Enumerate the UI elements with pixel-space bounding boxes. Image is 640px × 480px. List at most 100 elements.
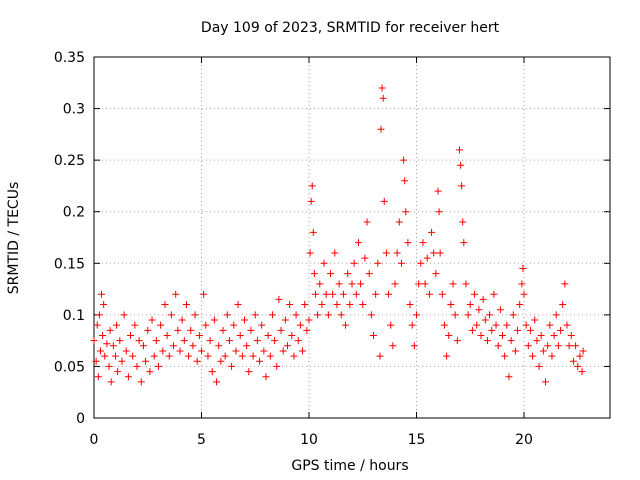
data-point bbox=[510, 311, 517, 318]
data-point bbox=[307, 249, 314, 256]
data-point bbox=[392, 280, 399, 287]
data-point bbox=[297, 322, 304, 329]
data-point bbox=[327, 270, 334, 277]
data-point bbox=[469, 327, 476, 334]
y-tick-label: 0.15 bbox=[54, 256, 85, 272]
data-point bbox=[457, 162, 464, 169]
data-point bbox=[121, 311, 128, 318]
data-point bbox=[310, 229, 317, 236]
data-point bbox=[381, 198, 388, 205]
data-point bbox=[237, 332, 244, 339]
data-point bbox=[114, 368, 121, 375]
data-point bbox=[265, 332, 272, 339]
data-point bbox=[301, 301, 308, 308]
data-point bbox=[263, 373, 270, 380]
data-point bbox=[364, 219, 371, 226]
data-point bbox=[542, 378, 549, 385]
x-tick-label: 15 bbox=[408, 432, 426, 448]
data-point bbox=[101, 353, 108, 360]
data-point bbox=[439, 291, 446, 298]
data-point bbox=[443, 353, 450, 360]
data-point bbox=[247, 327, 254, 334]
data-point bbox=[445, 332, 452, 339]
y-tick-label: 0.25 bbox=[54, 153, 85, 169]
data-point bbox=[548, 353, 555, 360]
data-point bbox=[140, 342, 147, 349]
data-point bbox=[125, 373, 132, 380]
data-point bbox=[342, 322, 349, 329]
data-point bbox=[194, 358, 201, 365]
data-point bbox=[127, 332, 134, 339]
data-point bbox=[533, 337, 540, 344]
data-point bbox=[316, 280, 323, 287]
data-point bbox=[209, 368, 216, 375]
data-point bbox=[561, 280, 568, 287]
data-point bbox=[557, 327, 564, 334]
data-point bbox=[394, 249, 401, 256]
data-point bbox=[473, 322, 480, 329]
data-point bbox=[396, 219, 403, 226]
data-point bbox=[387, 322, 394, 329]
data-point bbox=[366, 270, 373, 277]
data-point bbox=[181, 337, 188, 344]
data-point bbox=[555, 342, 562, 349]
data-point bbox=[204, 353, 211, 360]
data-point bbox=[273, 363, 280, 370]
data-point bbox=[303, 327, 310, 334]
data-point bbox=[422, 280, 429, 287]
data-point bbox=[503, 322, 510, 329]
data-point bbox=[213, 378, 220, 385]
data-point bbox=[329, 291, 336, 298]
data-point bbox=[309, 182, 316, 189]
data-point bbox=[96, 311, 103, 318]
data-point bbox=[400, 157, 407, 164]
data-point bbox=[553, 311, 560, 318]
y-tick-label: 0 bbox=[76, 411, 85, 427]
data-point bbox=[106, 363, 113, 370]
data-point bbox=[325, 311, 332, 318]
data-point bbox=[378, 126, 385, 133]
data-point bbox=[254, 337, 261, 344]
data-point bbox=[142, 358, 149, 365]
data-point bbox=[323, 291, 330, 298]
data-point bbox=[456, 146, 463, 153]
data-point bbox=[260, 347, 267, 354]
data-point bbox=[430, 249, 437, 256]
data-point bbox=[170, 342, 177, 349]
data-point bbox=[113, 322, 120, 329]
data-point bbox=[525, 342, 532, 349]
data-point bbox=[380, 95, 387, 102]
data-point bbox=[288, 332, 295, 339]
data-point bbox=[202, 322, 209, 329]
y-tick-label: 0.3 bbox=[63, 102, 85, 118]
data-point bbox=[411, 342, 418, 349]
data-point bbox=[353, 291, 360, 298]
data-point bbox=[351, 260, 358, 267]
srmtid-chart: 00.050.10.150.20.250.30.350 5 10 15 20 Day 1… bbox=[0, 0, 640, 480]
data-point bbox=[146, 368, 153, 375]
data-point bbox=[168, 311, 175, 318]
data-point bbox=[376, 353, 383, 360]
plot-frame bbox=[94, 57, 610, 418]
data-point bbox=[512, 347, 519, 354]
data-point bbox=[166, 353, 173, 360]
data-point bbox=[484, 337, 491, 344]
data-point bbox=[538, 332, 545, 339]
data-point bbox=[475, 306, 482, 313]
data-point bbox=[198, 347, 205, 354]
x-axis-label: GPS time / hours bbox=[291, 458, 408, 474]
data-point bbox=[220, 327, 227, 334]
data-point bbox=[224, 311, 231, 318]
data-point bbox=[460, 239, 467, 246]
data-point bbox=[318, 301, 325, 308]
data-point bbox=[207, 337, 214, 344]
data-point bbox=[131, 322, 138, 329]
data-point bbox=[314, 311, 321, 318]
data-point bbox=[359, 301, 366, 308]
data-point bbox=[402, 208, 409, 215]
data-point bbox=[355, 239, 362, 246]
data-point bbox=[409, 322, 416, 329]
data-point bbox=[290, 353, 297, 360]
data-point bbox=[241, 317, 248, 324]
data-point bbox=[437, 249, 444, 256]
